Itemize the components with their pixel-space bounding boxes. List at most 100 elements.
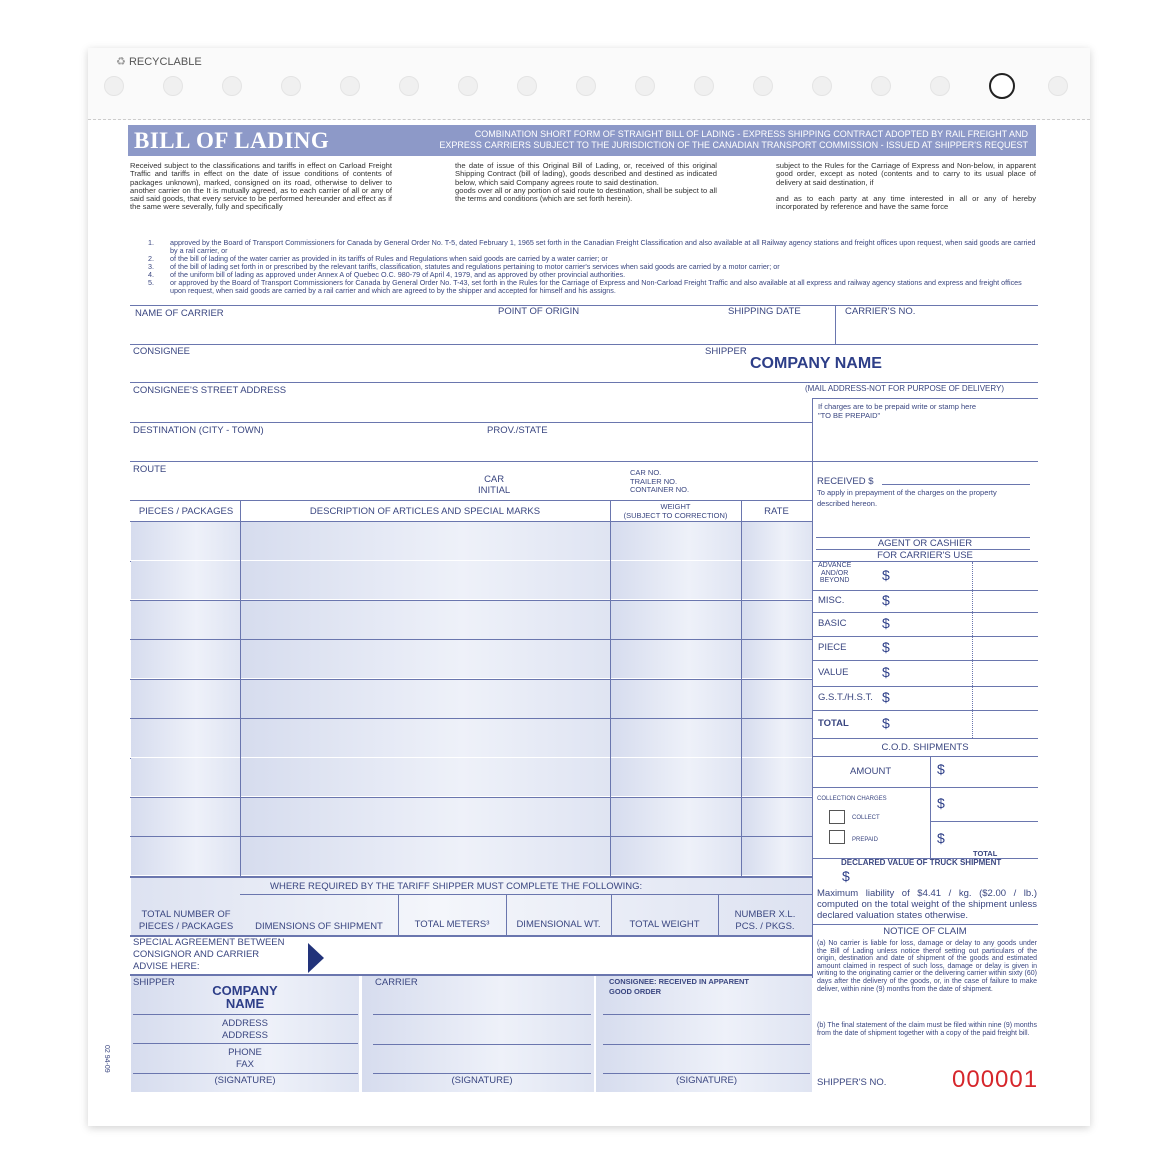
table-cell[interactable] [241,679,610,718]
table-cell[interactable] [742,679,812,718]
charge-currency: $ [882,639,890,655]
where-required-note: WHERE REQUIRED BY THE TARIFF SHIPPER MUS… [270,881,643,892]
table-cell[interactable] [611,679,741,718]
list-number: 5. [148,278,154,287]
table-cell[interactable] [611,758,741,797]
table-cell[interactable] [131,640,240,679]
consignee-signature[interactable]: (SIGNATURE) [675,1075,738,1086]
name-of-carrier-label: NAME OF CARRIER [135,308,224,319]
table-cell[interactable] [611,837,741,876]
table-cell[interactable] [611,600,741,639]
punch-hole [753,76,773,96]
prepaid-checkbox[interactable] [829,830,845,844]
sig-shipper-label: SHIPPER [133,977,175,988]
shipper-company-name: COMPANY NAME [750,355,882,372]
received-note: To apply in prepayment of the charges on… [817,488,997,508]
table-cell[interactable] [131,522,240,560]
list-number: 3. [148,262,154,271]
punch-hole-ring [989,73,1015,99]
punch-hole [694,76,714,96]
table-cell[interactable] [131,758,240,797]
terms-list-item: 3. of the bill of lading set forth in or … [148,263,1036,271]
table-row-divider [130,796,812,798]
table-cell[interactable] [611,522,741,560]
table-cell[interactable] [611,640,741,679]
destination-label: DESTINATION (CITY - TOWN) [133,425,264,436]
table-cell[interactable] [742,640,812,679]
carriers-use-label: FOR CARRIER'S USE [877,550,973,561]
terms-col-1: Received subject to the classifications … [130,161,392,212]
list-text: or approved by the Board of Transport Co… [170,278,1022,295]
route-label: ROUTE [133,464,167,475]
table-cell[interactable] [742,522,812,560]
charge-label: ADVANCE AND/OR BEYOND [818,562,852,584]
table-cell[interactable] [742,797,812,836]
collect-checkbox[interactable] [829,810,845,824]
street-address-label: CONSIGNEE'S STREET ADDRESS [133,385,287,396]
table-cell[interactable] [241,837,610,876]
header-subtitle: COMBINATION SHORT FORM OF STRAIGHT BILL … [439,129,1028,151]
total-meters-label: TOTAL METERS³ [414,919,490,930]
recycle-icon: ♻ [116,56,126,68]
special-agreement-field[interactable] [330,940,808,972]
table-cell[interactable] [131,561,240,600]
punch-hole [635,76,655,96]
total-label: TOTAL [973,849,998,858]
punch-hole [281,76,301,96]
table-cell[interactable] [241,561,610,600]
prov-state-label: PROV./STATE [487,425,548,436]
amount-label: AMOUNT [850,766,892,777]
mail-address-note: (MAIL ADDRESS-NOT FOR PURPOSE OF DELIVER… [805,384,1004,393]
table-row-divider [130,560,812,562]
table-cell[interactable] [131,600,240,639]
table-cell[interactable] [241,600,610,639]
table-cell[interactable] [241,758,610,797]
list-text: of the bill of lading of the water carri… [170,254,608,263]
table-cell[interactable] [241,522,610,560]
list-text: of the uniform bill of lading as approve… [170,270,626,279]
declared-currency: $ [842,868,850,884]
charge-currency: $ [882,592,890,608]
charge-currency: $ [882,615,890,631]
table-cell[interactable] [742,600,812,639]
sig-company-name: COMPANY NAME [212,983,278,1011]
table-cell[interactable] [611,719,741,757]
charge-label: G.S.T./H.S.T. [818,692,873,703]
terms-list-item: 4. of the uniform bill of lading as appro… [148,271,1036,279]
header-band: BILL OF LADING COMBINATION SHORT FORM OF… [128,125,1036,156]
charge-label: BASIC [818,618,847,629]
punch-hole [458,76,478,96]
charge-label: VALUE [818,667,849,678]
punch-hole [340,76,360,96]
punch-hole [1048,76,1068,96]
table-cell[interactable] [742,719,812,757]
liability-note: Maximum liability of $4.41 / kg. ($2.00 … [817,888,1037,921]
table-row-divider [130,718,812,720]
shipper-signature[interactable]: (SIGNATURE) [214,1075,276,1086]
shipping-date-label: SHIPPING DATE [728,306,801,317]
car-initial-label: CAR INITIAL [478,474,511,496]
table-cell[interactable] [241,719,610,757]
shippers-no-label: SHIPPER'S NO. [817,1077,887,1088]
charge-currency: $ [882,566,890,583]
special-agreement-label: SPECIAL AGREEMENT BETWEEN CONSIGNOR AND … [133,937,285,972]
total-weight-label: TOTAL WEIGHT [629,919,700,930]
punch-hole [871,76,891,96]
table-cell[interactable] [131,719,240,757]
carrier-signature[interactable]: (SIGNATURE) [451,1075,513,1086]
notice-a: (a) No carrier is liable for loss, damag… [817,940,1037,993]
page-title: BILL OF LADING [134,128,330,153]
table-cell[interactable] [611,561,741,600]
col-weight: WEIGHT (SUBJECT TO CORRECTION) [623,502,728,520]
table-cell[interactable] [742,837,812,876]
car-no-label: CAR NO. TRAILER NO. CONTAINER NO. [630,468,690,494]
table-cell[interactable] [241,640,610,679]
table-cell[interactable] [131,797,240,836]
table-cell[interactable] [742,758,812,797]
table-cell[interactable] [131,679,240,718]
sig-carrier-label: CARRIER [375,977,418,988]
table-cell[interactable] [131,837,240,876]
table-cell[interactable] [742,561,812,600]
table-cell[interactable] [611,797,741,836]
table-cell[interactable] [241,797,610,836]
